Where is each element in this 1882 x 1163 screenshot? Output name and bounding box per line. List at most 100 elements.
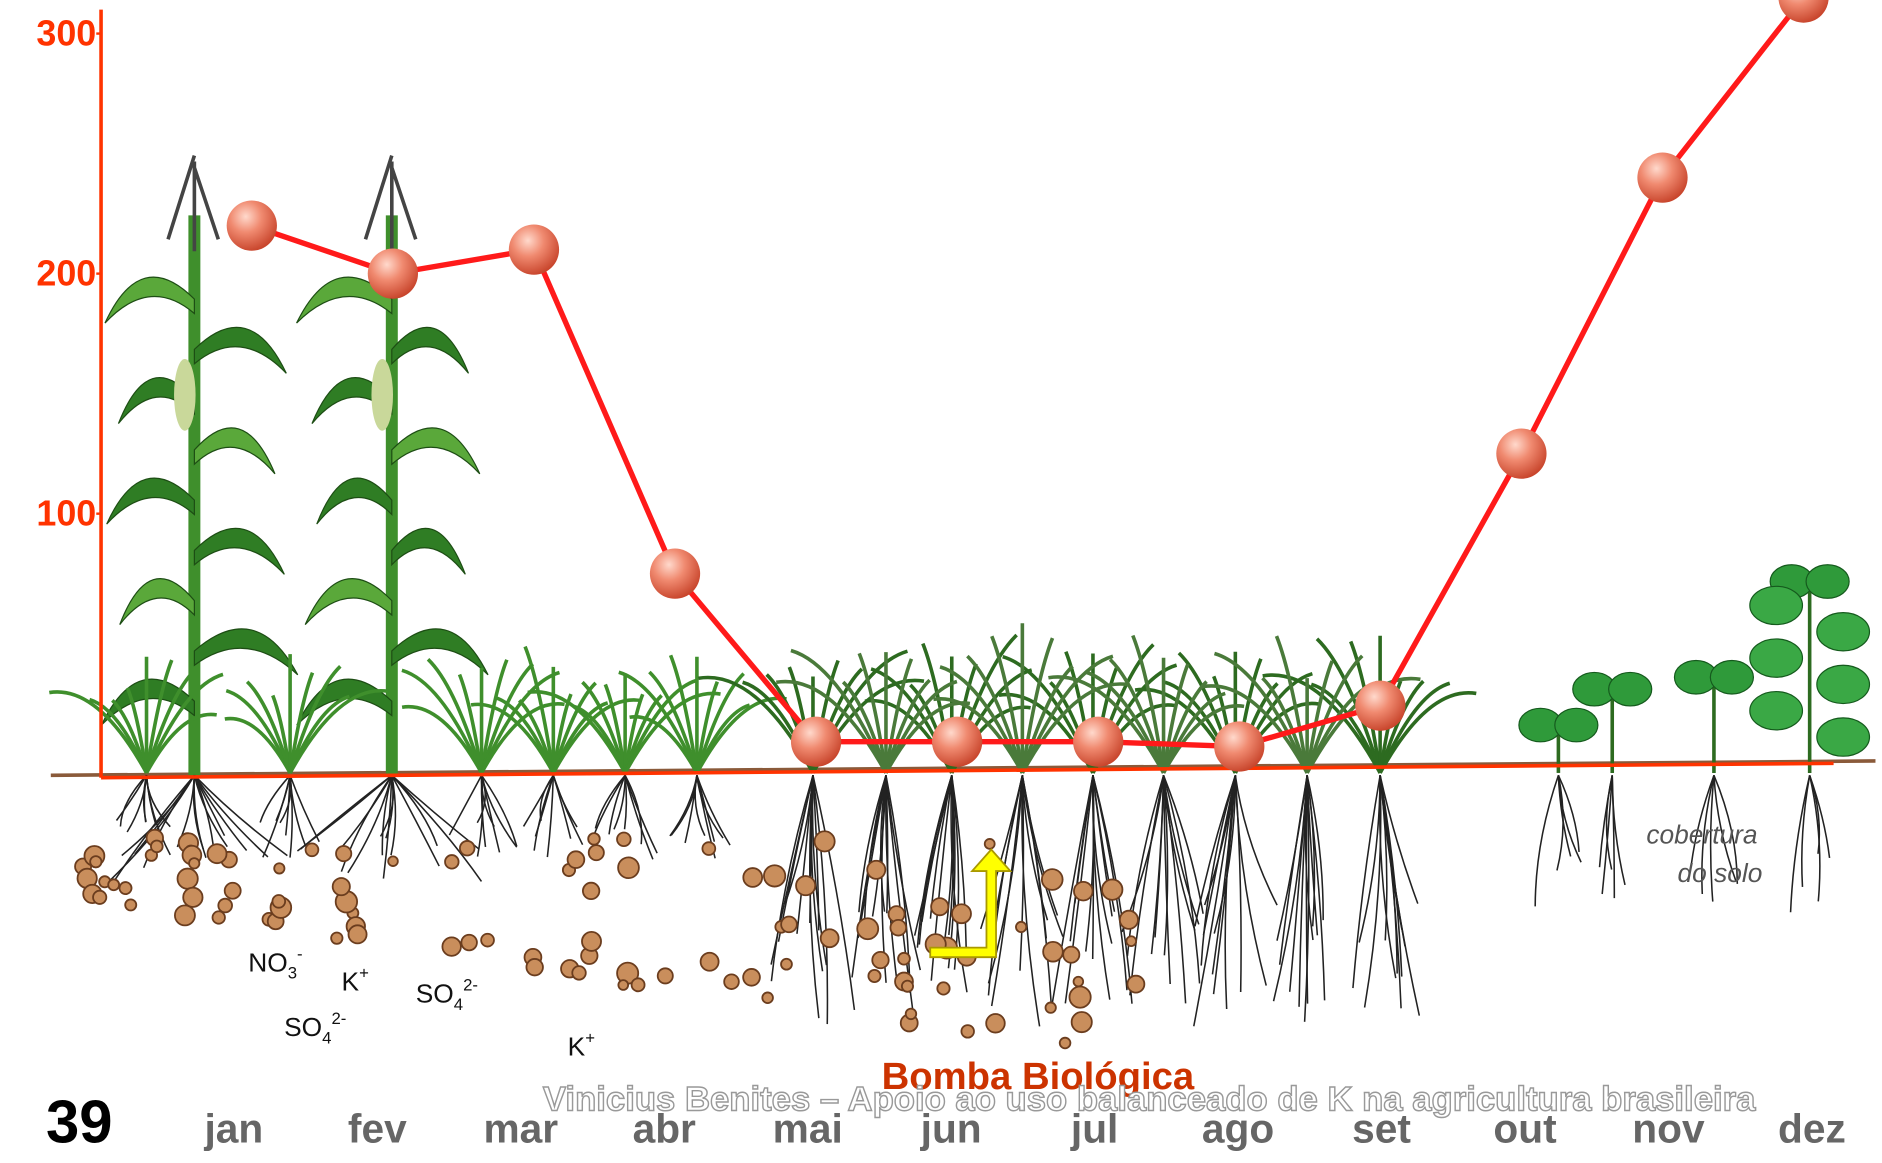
soil-particle (630, 977, 646, 993)
grass (1020, 664, 1074, 774)
root (594, 774, 626, 829)
root (696, 775, 731, 846)
grass (457, 673, 484, 774)
soil-particle (616, 831, 632, 848)
soil-particle (124, 898, 138, 912)
ion-base: NO (248, 948, 287, 978)
grass (494, 695, 555, 774)
axes: 100 200 300 jan fev mar abr mai jun jul ago set out n… (36, 9, 1846, 1152)
root (391, 774, 440, 867)
data-point (790, 716, 842, 767)
soil-particle (1072, 975, 1085, 988)
leaf (104, 276, 195, 324)
x-tick-label: dez (1778, 1106, 1846, 1152)
ion-sup: + (359, 964, 369, 983)
root (777, 775, 814, 942)
soil-particle (581, 930, 602, 952)
root (1808, 775, 1821, 902)
grass (668, 654, 699, 774)
soil-particle (566, 850, 586, 869)
soil-particle (742, 867, 764, 888)
soil-particle (587, 844, 605, 862)
grass (603, 683, 627, 774)
root (480, 774, 518, 847)
grass (1261, 676, 1309, 774)
root (1021, 775, 1053, 1005)
leaf (316, 477, 393, 525)
leaf (391, 427, 481, 475)
root (950, 775, 967, 949)
root (1278, 775, 1308, 965)
grass (1020, 682, 1130, 774)
y-tick-label: 200 (36, 254, 96, 294)
soil-particle (930, 897, 950, 917)
leaf (193, 527, 285, 575)
soil-particle (271, 894, 287, 909)
tassel (363, 155, 418, 252)
grass (581, 680, 627, 774)
soil-particle (1070, 1011, 1093, 1034)
soil-particle (92, 889, 108, 905)
leaf (296, 276, 393, 324)
soil-line (50, 759, 1876, 778)
ion-sub: 4 (454, 995, 463, 1014)
soil-particle (587, 832, 601, 846)
root (1303, 775, 1310, 1022)
soil-particle (960, 1024, 975, 1039)
root (623, 775, 628, 830)
data-point (508, 224, 560, 275)
root (534, 775, 555, 837)
root (1019, 775, 1025, 971)
soil-particle (335, 845, 353, 863)
seedling-leaf (1749, 638, 1804, 678)
pump-label: Bomba Biológica (882, 1055, 1195, 1098)
root (480, 775, 518, 848)
soil-particle (951, 903, 972, 925)
root (552, 775, 572, 839)
soil-particle (1015, 920, 1028, 934)
grass (144, 712, 218, 774)
grass (884, 679, 958, 774)
soil-particle (780, 957, 793, 971)
root (289, 775, 293, 858)
ear (371, 358, 394, 431)
soil-particle (387, 855, 399, 867)
ion-base: SO (284, 1012, 322, 1042)
grass (939, 665, 1025, 774)
soil-particle (1073, 880, 1094, 902)
soil-particle (581, 881, 601, 901)
grass (1274, 635, 1309, 774)
ion-base: SO (416, 979, 454, 1009)
grass (933, 697, 1024, 774)
root (590, 774, 626, 843)
grass (1202, 684, 1309, 774)
soil-particle (330, 931, 344, 945)
soil-particle (617, 979, 630, 991)
soil-particle (742, 968, 761, 987)
grass (1213, 651, 1309, 774)
root (1557, 775, 1572, 857)
root (1129, 775, 1165, 996)
root (1162, 775, 1187, 1004)
grass (1048, 675, 1166, 774)
grass (966, 654, 1025, 774)
ion-label: NO3- (248, 945, 302, 983)
x-tick-label: abr (633, 1106, 696, 1152)
grass (225, 688, 292, 774)
soil-particle (273, 862, 286, 875)
soil-particle (656, 967, 674, 985)
root (1611, 775, 1616, 899)
soil-particle (856, 917, 880, 941)
grass (288, 665, 342, 774)
root (391, 774, 483, 882)
soil-particle (1101, 878, 1124, 901)
grass (426, 658, 484, 774)
grass (288, 672, 315, 774)
soil-particle (723, 973, 740, 990)
soil-particle (182, 886, 204, 908)
soil-particle (1068, 985, 1092, 1009)
root (885, 775, 899, 986)
root (1126, 775, 1165, 957)
root (539, 774, 554, 821)
